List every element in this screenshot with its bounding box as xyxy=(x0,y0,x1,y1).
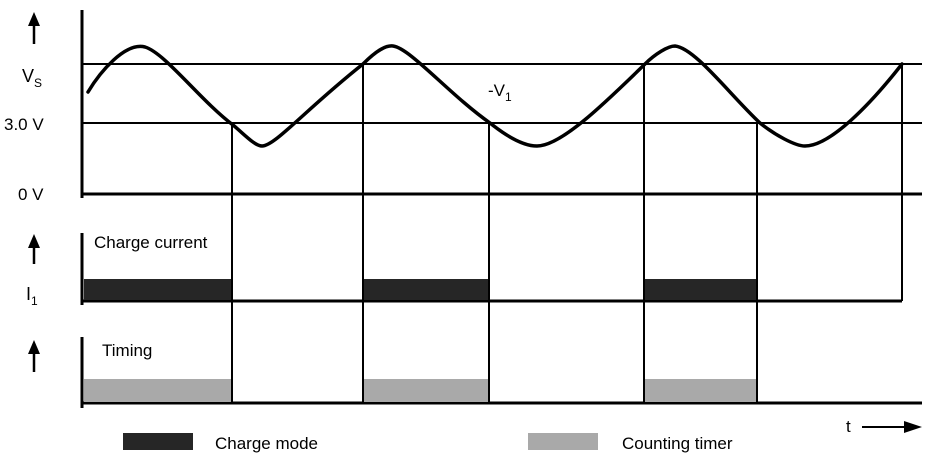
vs-label: VS xyxy=(22,66,42,90)
legend-counting-timer-swatch xyxy=(528,433,598,450)
timing-up-arrow xyxy=(28,340,40,372)
time-arrow-head xyxy=(904,421,922,433)
current-up-arrow xyxy=(28,234,40,264)
timer-pulse-2 xyxy=(364,379,489,402)
charge-pulse-3 xyxy=(645,279,757,300)
timer-pulse-1 xyxy=(84,379,232,402)
voltage-up-arrow xyxy=(28,12,40,44)
v1-label: -V1 xyxy=(488,81,512,104)
legend-charge-mode-swatch xyxy=(123,433,193,450)
charge-current-title: Charge current xyxy=(94,233,208,252)
zero-volt-label: 0 V xyxy=(18,185,44,204)
time-axis-label: t xyxy=(846,417,851,436)
timer-pulse-3 xyxy=(645,379,757,402)
legend-counting-timer-label: Counting timer xyxy=(622,434,733,453)
legend-charge-mode-label: Charge mode xyxy=(215,434,318,453)
timing-title: Timing xyxy=(102,341,152,360)
i1-label: I1 xyxy=(26,284,38,308)
transition-markers xyxy=(231,64,903,403)
charge-current-panel: Charge current I1 xyxy=(26,233,902,308)
time-axis-indicator: t xyxy=(846,417,922,436)
legend: Charge mode Counting timer xyxy=(123,433,733,453)
threshold-3v-label: 3.0 V xyxy=(4,115,44,134)
timing-panel: Timing xyxy=(28,337,922,408)
charge-pulse-1 xyxy=(84,279,232,300)
charge-pulse-2 xyxy=(364,279,489,300)
voltage-panel: VS -V1 3.0 V 0 V xyxy=(4,10,922,204)
